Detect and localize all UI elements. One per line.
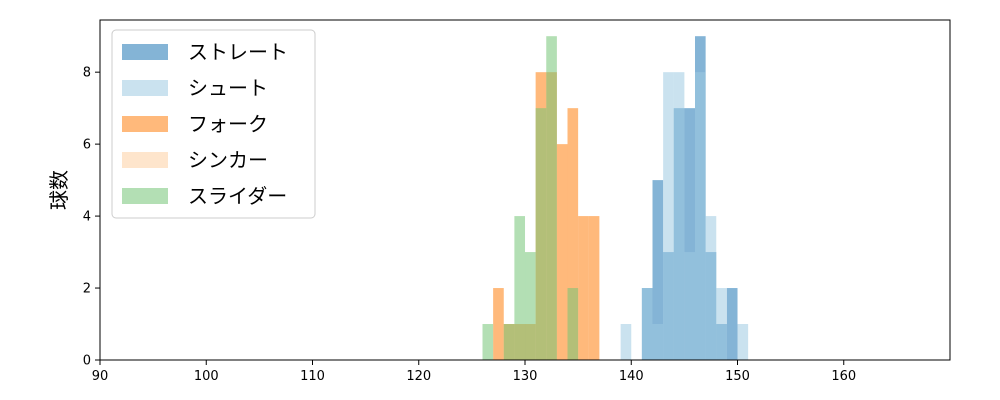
histogram-bar	[652, 324, 664, 360]
legend-swatch	[122, 188, 168, 204]
histogram-bar	[673, 72, 685, 361]
legend-frame	[111, 29, 316, 219]
histogram-bar	[684, 252, 696, 360]
histogram-bar	[578, 216, 589, 360]
x-tick-label: 100	[194, 369, 219, 384]
histogram-bar	[684, 108, 696, 361]
y-tick-label: 6	[83, 138, 91, 153]
legend-swatch	[122, 44, 168, 60]
bars-layer	[482, 36, 749, 361]
legend-swatch	[122, 116, 168, 132]
histogram-bar	[482, 324, 494, 360]
legend-swatch	[122, 152, 168, 168]
histogram-bar	[652, 180, 664, 360]
y-tick-label: 8	[83, 66, 91, 81]
x-axis: 90 100 110 120 130 140 150 160	[92, 360, 856, 384]
legend-label: フォーク	[188, 112, 268, 136]
x-tick-label: 160	[831, 369, 856, 384]
histogram-bar	[567, 288, 579, 360]
legend-label: シュート	[188, 76, 268, 100]
histogram-bar	[503, 324, 515, 360]
x-tick-label: 130	[513, 369, 538, 384]
y-tick-label: 4	[83, 210, 91, 225]
x-tick-label: 120	[406, 369, 431, 384]
y-axis: 0 2 4 6 8	[83, 66, 100, 369]
histogram-bar	[641, 288, 653, 360]
histogram-bar	[535, 108, 547, 361]
histogram-bar	[567, 108, 579, 361]
y-axis-label: 球数	[47, 170, 71, 210]
legend-label: ストレート	[188, 40, 288, 64]
y-tick-label: 0	[83, 354, 91, 369]
histogram-bar	[695, 72, 706, 361]
x-tick-label: 90	[92, 369, 109, 384]
histogram-bar	[556, 144, 568, 360]
histogram-bar	[620, 324, 632, 360]
legend-label: スライダー	[188, 184, 287, 208]
histogram-bar	[716, 288, 727, 360]
histogram-bar	[514, 216, 526, 360]
histogram-bar	[726, 288, 738, 360]
y-tick-label: 2	[83, 282, 91, 297]
histogram-bar	[663, 72, 674, 361]
histogram-bar	[588, 216, 600, 360]
histogram-bar	[525, 252, 536, 360]
legend-label: シンカー	[188, 148, 268, 172]
x-tick-label: 140	[619, 369, 644, 384]
histogram-bar	[493, 288, 504, 360]
x-tick-label: 150	[725, 369, 750, 384]
histogram-bar	[705, 216, 717, 360]
x-tick-label: 110	[300, 369, 325, 384]
histogram-bar	[546, 36, 557, 360]
legend-swatch	[122, 80, 168, 96]
histogram-bar	[737, 324, 749, 360]
